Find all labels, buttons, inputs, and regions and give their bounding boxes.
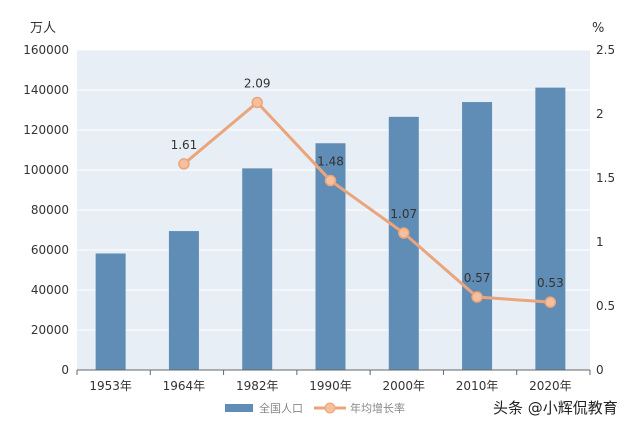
legend-line-label: 年均增长率 <box>350 401 405 415</box>
bar <box>168 231 199 370</box>
x-tick-label: 2000年 <box>383 379 426 393</box>
x-tick-label: 2010年 <box>456 379 499 393</box>
bar <box>535 87 566 371</box>
bar <box>242 168 273 370</box>
left-tick-label: 80000 <box>31 203 69 217</box>
right-tick-label: 2 <box>596 107 604 121</box>
left-tick-label: 60000 <box>31 243 69 257</box>
x-tick-label: 1953年 <box>89 379 132 393</box>
growth-rate-point <box>398 227 410 239</box>
data-label: 0.57 <box>464 271 491 285</box>
data-label: 1.07 <box>390 207 417 221</box>
data-label: 0.53 <box>537 276 564 290</box>
left-tick-label: 0 <box>61 363 69 377</box>
watermark: 头条 @小辉侃教育 <box>493 399 618 417</box>
data-label: 2.09 <box>244 76 271 90</box>
right-tick-label: 0 <box>596 363 604 377</box>
right-tick-label: 1.5 <box>596 171 615 185</box>
growth-rate-point <box>324 174 337 187</box>
left-tick-label: 160000 <box>23 43 69 57</box>
x-tick-label: 1990年 <box>309 379 352 393</box>
left-tick-label: 140000 <box>23 83 69 97</box>
growth-rate-line <box>182 100 551 304</box>
left-tick-label: 40000 <box>31 283 69 297</box>
left-tick-label: 100000 <box>23 163 69 177</box>
left-tick-label: 20000 <box>31 323 69 337</box>
legend-bar-label: 全国人口 <box>259 401 303 415</box>
right-tick-label: 0.5 <box>596 299 615 313</box>
data-label: 1.61 <box>171 138 198 152</box>
growth-rate-point <box>544 296 557 308</box>
bar <box>462 102 493 370</box>
growth-rate-point <box>178 158 190 170</box>
legend: 全国人口 年均增长率 <box>225 401 405 415</box>
bar <box>95 253 126 370</box>
right-tick-label: 1 <box>596 235 604 249</box>
growth-rate-point <box>471 291 483 303</box>
right-axis-unit: % <box>592 21 604 36</box>
legend-line-marker <box>324 402 336 414</box>
x-tick-label: 2020年 <box>529 379 572 393</box>
x-tick-label: 1982年 <box>236 379 279 393</box>
data-label: 1.48 <box>317 155 344 169</box>
right-tick-label: 2.5 <box>596 43 615 57</box>
left-axis-unit: 万人 <box>30 21 56 36</box>
growth-rate-point <box>251 96 263 109</box>
left-tick-label: 120000 <box>23 123 69 137</box>
legend-bar-swatch <box>225 404 253 412</box>
x-tick-label: 1964年 <box>163 379 206 393</box>
